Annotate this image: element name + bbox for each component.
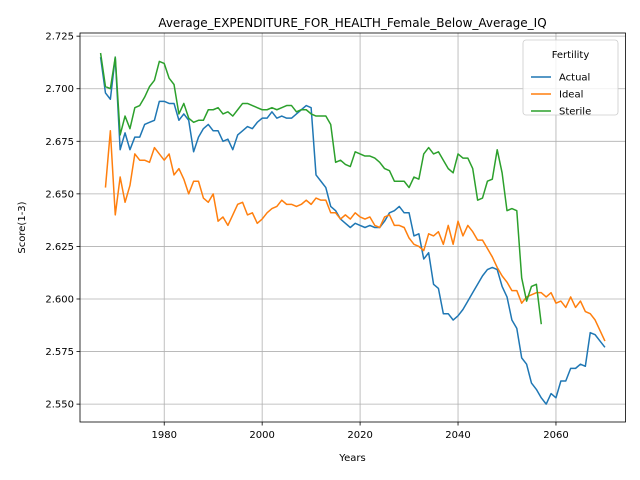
x-tick-label: 2020 xyxy=(347,430,372,441)
series-line-actual xyxy=(99,56,606,405)
grid xyxy=(80,33,626,422)
y-tick-label: 2.550 xyxy=(45,400,74,411)
y-tick-label: 2.575 xyxy=(45,347,74,358)
y-axis-label: Score(1-3) xyxy=(17,201,28,253)
y-tick-label: 2.600 xyxy=(45,294,74,305)
y-tick-label: 2.700 xyxy=(45,84,74,95)
legend-items: Actual Ideal Sterile xyxy=(531,73,591,118)
x-axis-label: Years xyxy=(338,453,365,464)
x-tick-label: 2040 xyxy=(445,430,470,441)
x-tick-label: 1980 xyxy=(151,430,176,441)
legend: Fertility Actual Ideal Sterile xyxy=(522,39,619,118)
x-tick-label: 2000 xyxy=(249,430,274,441)
chart-title: Average_EXPENDITURE_FOR_HEALTH_Female_Be… xyxy=(158,16,546,30)
series-line-ideal xyxy=(104,130,606,342)
axis-ticks: 1980 2000 2020 2040 2060 2.550 2.575 2.600 2.625… xyxy=(45,32,568,441)
x-tick-label: 2060 xyxy=(543,430,568,441)
y-tick-label: 2.625 xyxy=(45,242,74,253)
legend-label-actual: Actual xyxy=(559,73,590,84)
legend-box xyxy=(522,39,619,116)
legend-label-sterile: Sterile xyxy=(559,107,591,118)
series-lines xyxy=(99,52,606,405)
series-line-sterile xyxy=(99,52,543,325)
legend-label-ideal: Ideal xyxy=(559,90,583,101)
plot-frame xyxy=(79,32,626,423)
legend-title: Fertility xyxy=(552,50,590,61)
y-tick-label: 2.650 xyxy=(45,189,74,200)
y-tick-label: 2.725 xyxy=(45,32,74,43)
y-tick-label: 2.675 xyxy=(45,137,74,148)
